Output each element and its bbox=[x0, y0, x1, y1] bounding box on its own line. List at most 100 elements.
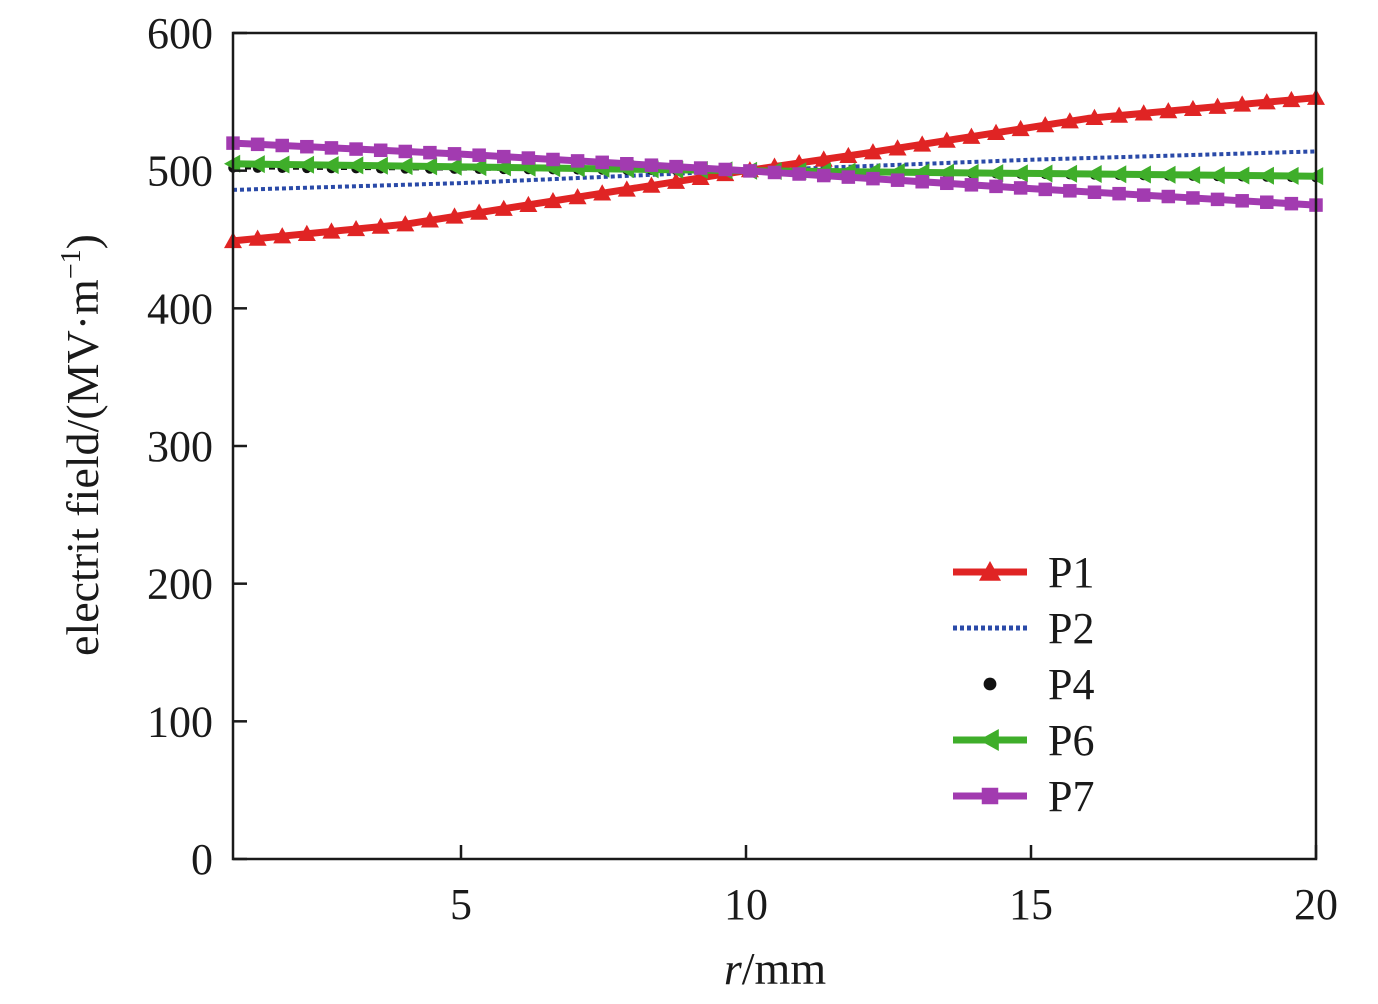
series-marker bbox=[447, 147, 462, 161]
legend-marker bbox=[983, 677, 997, 691]
series-marker bbox=[962, 163, 979, 182]
series-marker bbox=[1085, 108, 1104, 125]
series-marker bbox=[543, 191, 562, 209]
series-marker bbox=[1208, 97, 1227, 114]
series-marker bbox=[1036, 164, 1053, 183]
legend-item-p1: P1 bbox=[953, 548, 1094, 597]
series-marker bbox=[962, 127, 981, 144]
series-marker bbox=[1110, 165, 1127, 184]
series-marker bbox=[1233, 166, 1250, 185]
x-axis-title-var: r bbox=[724, 943, 743, 994]
legend-label: P7 bbox=[1048, 772, 1094, 821]
series-marker bbox=[470, 203, 489, 220]
series-marker bbox=[890, 173, 905, 187]
series-marker bbox=[1134, 104, 1153, 121]
series-marker bbox=[913, 135, 932, 152]
series-marker bbox=[519, 195, 538, 213]
series-marker bbox=[1233, 95, 1252, 112]
series-marker bbox=[743, 164, 757, 178]
series-marker bbox=[347, 219, 366, 237]
series-marker bbox=[617, 180, 636, 197]
series-marker bbox=[1087, 185, 1102, 199]
series-marker bbox=[570, 154, 585, 168]
x-tick-label: 10 bbox=[724, 880, 768, 929]
series-marker bbox=[1011, 119, 1030, 137]
series-marker bbox=[1161, 189, 1176, 204]
series-marker bbox=[1036, 116, 1055, 133]
series-marker bbox=[839, 146, 858, 164]
y-tick-label: 400 bbox=[147, 284, 213, 333]
series-marker bbox=[373, 143, 388, 158]
series-marker bbox=[1060, 164, 1078, 183]
series-marker bbox=[420, 211, 439, 228]
series-marker bbox=[1210, 192, 1225, 207]
series-marker bbox=[568, 188, 587, 205]
series-marker bbox=[1282, 166, 1299, 185]
series-p7 bbox=[226, 136, 1323, 212]
series-marker bbox=[989, 179, 1003, 194]
series-marker bbox=[494, 199, 513, 216]
y-axis-title-main: electrit field/(MV·m bbox=[57, 279, 108, 656]
y-axis-title: electrit field/(MV·m−1) bbox=[56, 234, 108, 656]
axes: 0 100 200 300 400 500 600 5 10 15 20 bbox=[147, 9, 1338, 929]
series-marker bbox=[497, 149, 511, 164]
series-marker bbox=[445, 157, 462, 176]
series-marker bbox=[1110, 106, 1129, 123]
series-marker bbox=[420, 157, 438, 176]
series-marker bbox=[1282, 90, 1301, 108]
legend-marker bbox=[981, 787, 999, 805]
y-tick-label: 300 bbox=[147, 422, 213, 471]
series-marker bbox=[1257, 93, 1276, 110]
series-marker bbox=[248, 155, 265, 174]
series-marker bbox=[767, 165, 782, 180]
series-marker bbox=[915, 174, 929, 189]
series-marker bbox=[964, 178, 979, 192]
series-marker bbox=[470, 158, 487, 177]
legend-label: P6 bbox=[1048, 716, 1094, 765]
legend-label: P2 bbox=[1048, 604, 1094, 653]
series-marker bbox=[472, 148, 486, 162]
series-marker bbox=[546, 152, 560, 167]
series-marker bbox=[371, 156, 388, 175]
series-marker bbox=[667, 172, 686, 189]
series-marker bbox=[275, 138, 289, 153]
series-marker bbox=[1257, 166, 1274, 185]
legend-marker bbox=[979, 561, 1001, 581]
legend-marker bbox=[979, 729, 999, 751]
series-marker bbox=[888, 139, 907, 156]
legend-label: P4 bbox=[1048, 660, 1094, 709]
series-marker bbox=[1112, 186, 1126, 201]
series-marker bbox=[987, 164, 1004, 183]
x-tick-label: 5 bbox=[450, 880, 472, 929]
series-marker bbox=[273, 155, 290, 174]
legend-item-p7: P7 bbox=[953, 772, 1094, 821]
series-marker bbox=[816, 168, 831, 183]
x-tick-label: 15 bbox=[1009, 880, 1053, 929]
series-marker bbox=[396, 215, 415, 232]
series-marker bbox=[322, 156, 339, 175]
series-marker bbox=[644, 158, 659, 172]
series-marker bbox=[620, 157, 634, 171]
legend: P1 P2 P4 P6 P7 bbox=[953, 548, 1094, 821]
legend-item-p4: P4 bbox=[983, 660, 1094, 709]
series-marker bbox=[595, 155, 609, 170]
legend-item-p6: P6 bbox=[953, 716, 1094, 765]
series-marker bbox=[593, 184, 612, 201]
series-marker bbox=[273, 227, 292, 244]
series-marker bbox=[987, 123, 1006, 140]
y-tick-label: 500 bbox=[147, 147, 213, 196]
series-marker bbox=[347, 156, 364, 175]
series-marker bbox=[324, 141, 339, 155]
series-marker bbox=[371, 217, 390, 234]
series-marker bbox=[1284, 196, 1299, 211]
series-marker bbox=[693, 161, 708, 175]
series-marker bbox=[1013, 181, 1028, 195]
series-marker bbox=[1183, 99, 1202, 117]
series-marker bbox=[1060, 112, 1079, 129]
series-marker bbox=[1011, 164, 1028, 183]
series-marker bbox=[866, 171, 880, 186]
series-marker bbox=[445, 207, 464, 224]
legend-item-p2: P2 bbox=[953, 604, 1094, 653]
y-tick-label: 200 bbox=[147, 560, 213, 609]
